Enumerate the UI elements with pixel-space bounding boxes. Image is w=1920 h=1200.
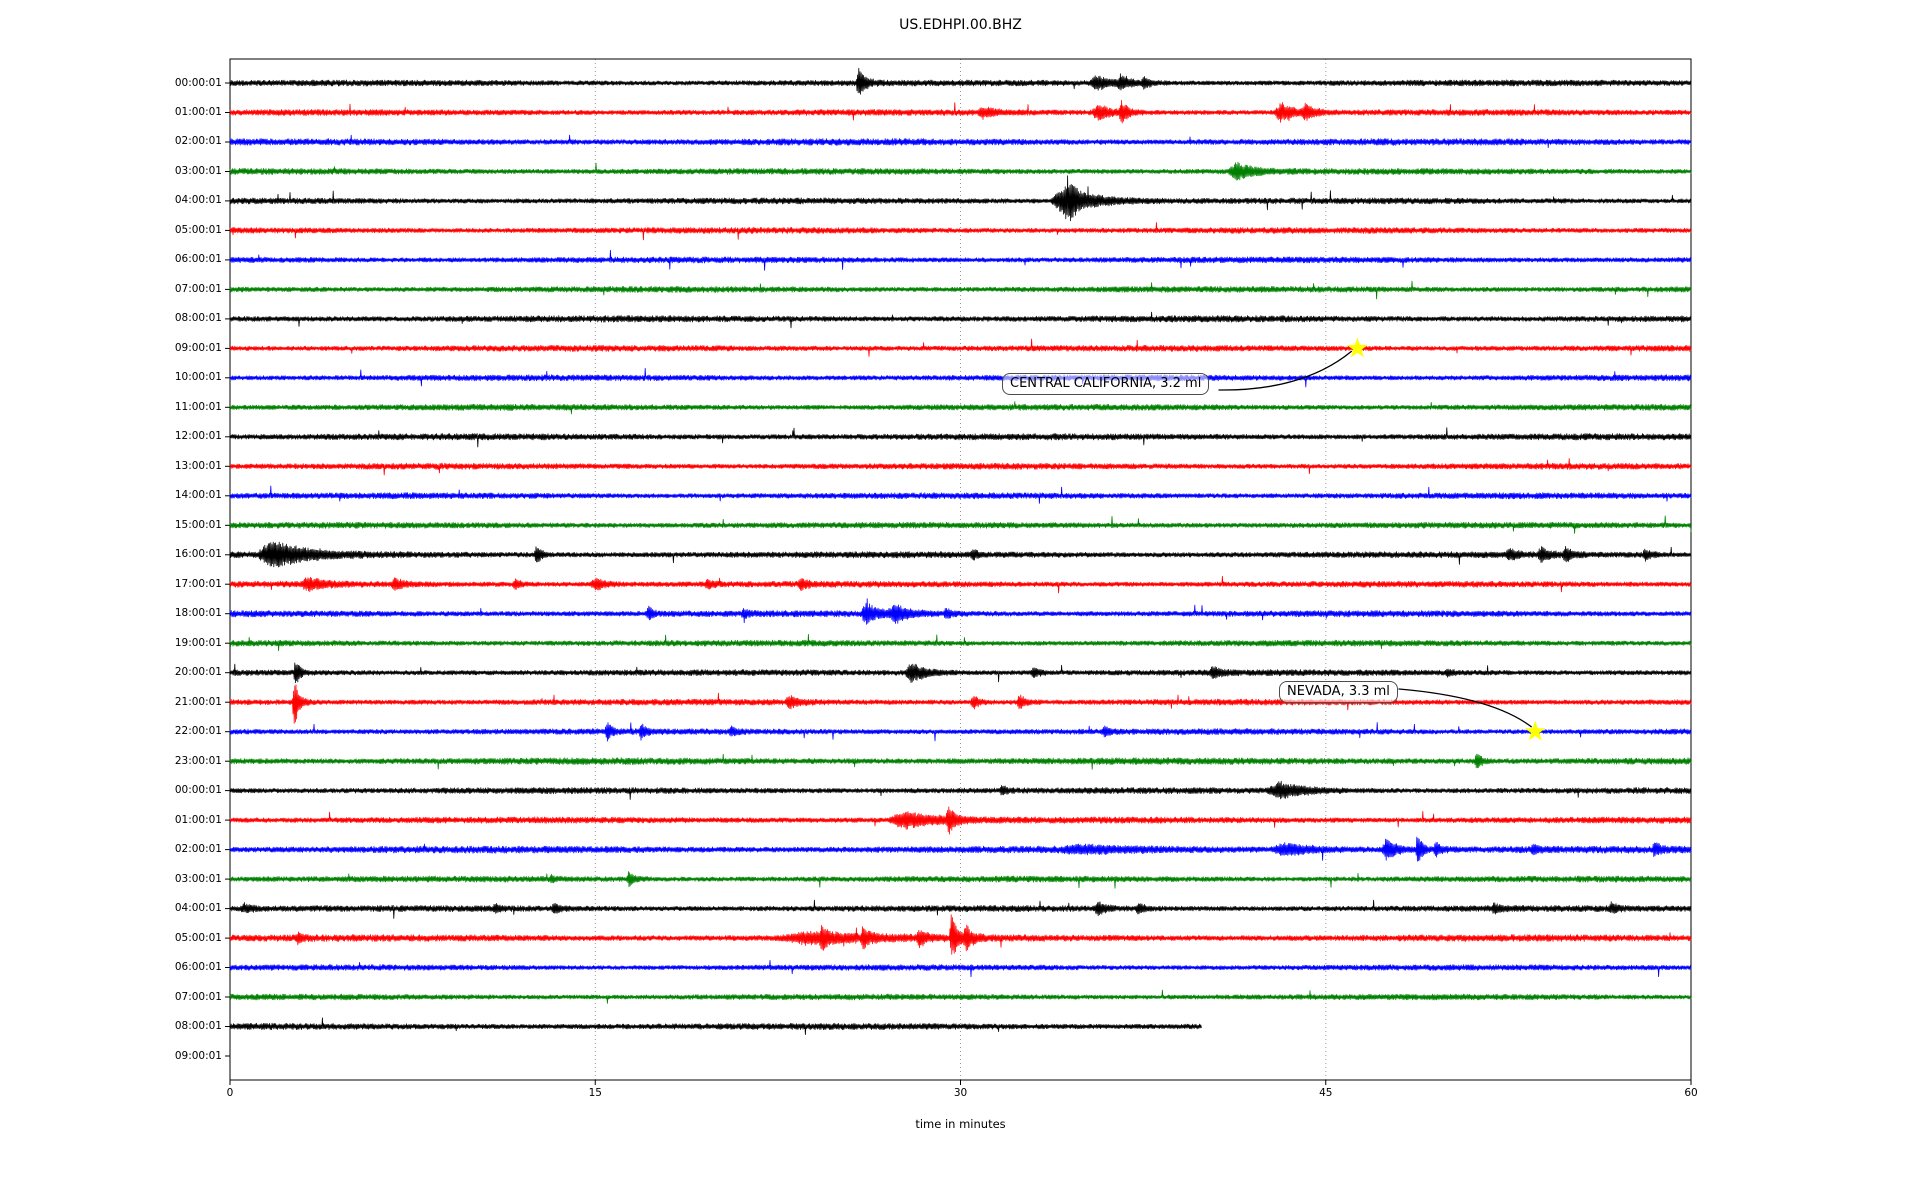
chart-title: US.EDHPI.00.BHZ — [899, 17, 1022, 33]
seismogram-trace-4 — [229, 175, 1692, 222]
y-tick-label: 20:00:01 — [174, 666, 222, 679]
y-tick-label: 13:00:01 — [174, 459, 222, 472]
y-tick-label: 07:00:01 — [174, 282, 222, 295]
y-tick-label: 02:00:01 — [174, 843, 222, 856]
y-tick-label: 01:00:01 — [174, 813, 222, 826]
seismogram-trace-1 — [229, 100, 1692, 124]
seismogram-trace-20 — [229, 662, 1692, 684]
y-tick-label: 22:00:01 — [174, 725, 222, 738]
seismogram-trace-22 — [229, 722, 1692, 742]
x-axis-label: time in minutes — [915, 1117, 1006, 1131]
seismogram-trace-25 — [229, 806, 1692, 835]
x-tick-label: 0 — [226, 1087, 234, 1099]
y-tick-label: 19:00:01 — [174, 636, 222, 649]
seismogram-trace-5 — [229, 222, 1692, 241]
y-tick-label: 23:00:01 — [174, 754, 222, 767]
seismogram-trace-18 — [229, 598, 1692, 625]
y-tick-label: 05:00:01 — [174, 931, 222, 944]
seismogram-trace-7 — [229, 280, 1692, 300]
seismogram-trace-10 — [229, 367, 1692, 388]
seismogram-trace-28 — [229, 899, 1692, 919]
y-tick-label: 04:00:01 — [174, 902, 222, 915]
seismogram-trace-21 — [229, 684, 1692, 724]
seismogram-trace-19 — [229, 634, 1692, 652]
x-tick-label: 15 — [588, 1087, 602, 1099]
seismogram-trace-11 — [229, 401, 1692, 415]
y-tick-label: 06:00:01 — [174, 253, 222, 266]
seismogram-trace-0 — [229, 67, 1692, 95]
y-tick-label: 09:00:01 — [174, 341, 222, 354]
seismogram-trace-2 — [229, 134, 1692, 149]
seismogram-trace-3 — [229, 161, 1692, 181]
y-tick-label: 04:00:01 — [174, 194, 222, 207]
y-tick-label: 11:00:01 — [174, 400, 222, 413]
y-tick-label: 03:00:01 — [174, 872, 222, 885]
seismogram-trace-27 — [229, 871, 1692, 889]
seismogram-trace-6 — [229, 249, 1692, 271]
y-tick-label: 17:00:01 — [174, 577, 222, 590]
annotation-connector — [1218, 350, 1353, 391]
y-tick-label: 03:00:01 — [174, 164, 222, 177]
y-tick-label: 21:00:01 — [174, 695, 222, 708]
seismogram-trace-14 — [229, 485, 1692, 504]
seismogram-trace-13 — [229, 458, 1692, 476]
seismogram-trace-16 — [229, 541, 1692, 568]
annotation-nevada: NEVADA, 3.3 ml — [1279, 681, 1398, 703]
annotation-connector — [1398, 688, 1532, 728]
seismogram-trace-23 — [229, 753, 1692, 770]
seismogram-trace-32 — [229, 1017, 1202, 1035]
y-tick-label: 00:00:01 — [174, 76, 222, 89]
y-tick-label: 01:00:01 — [174, 105, 222, 118]
x-tick-label: 45 — [1319, 1087, 1333, 1099]
y-tick-label: 08:00:01 — [174, 1020, 222, 1032]
seismogram-trace-31 — [229, 989, 1692, 1004]
seismogram-trace-29 — [229, 914, 1692, 955]
seismogram-trace-24 — [229, 780, 1692, 800]
plot-border — [229, 58, 1692, 1081]
seismogram-trace-17 — [229, 575, 1692, 594]
seismogram-trace-8 — [229, 311, 1692, 329]
y-tick-label: 06:00:01 — [174, 961, 222, 974]
y-tick-label: 16:00:01 — [174, 548, 222, 561]
y-tick-label: 00:00:01 — [174, 784, 222, 797]
seismogram-trace-30 — [229, 960, 1692, 978]
y-tick-label: 05:00:01 — [174, 223, 222, 236]
seismogram-trace-12 — [229, 427, 1692, 448]
seismogram-trace-9 — [229, 338, 1692, 357]
seismogram-trace-26 — [229, 836, 1692, 862]
y-tick-label: 15:00:01 — [174, 518, 222, 531]
x-tick-label: 30 — [953, 1087, 968, 1099]
y-tick-label: 09:00:01 — [174, 1049, 222, 1062]
y-tick-label: 02:00:01 — [174, 135, 222, 148]
y-tick-label: 07:00:01 — [174, 990, 222, 1003]
seismogram-trace-15 — [229, 515, 1692, 534]
y-tick-label: 18:00:01 — [174, 607, 222, 620]
event-star-marker — [1524, 720, 1546, 741]
y-tick-label: 14:00:01 — [174, 489, 222, 502]
y-tick-label: 10:00:01 — [174, 371, 222, 384]
annotation-central-california: CENTRAL CALIFORNIA, 3.2 ml — [1002, 373, 1210, 395]
x-tick-label: 60 — [1684, 1087, 1698, 1099]
y-tick-label: 12:00:01 — [174, 430, 222, 443]
y-tick-label: 08:00:01 — [174, 312, 222, 325]
event-star-marker — [1346, 337, 1368, 358]
